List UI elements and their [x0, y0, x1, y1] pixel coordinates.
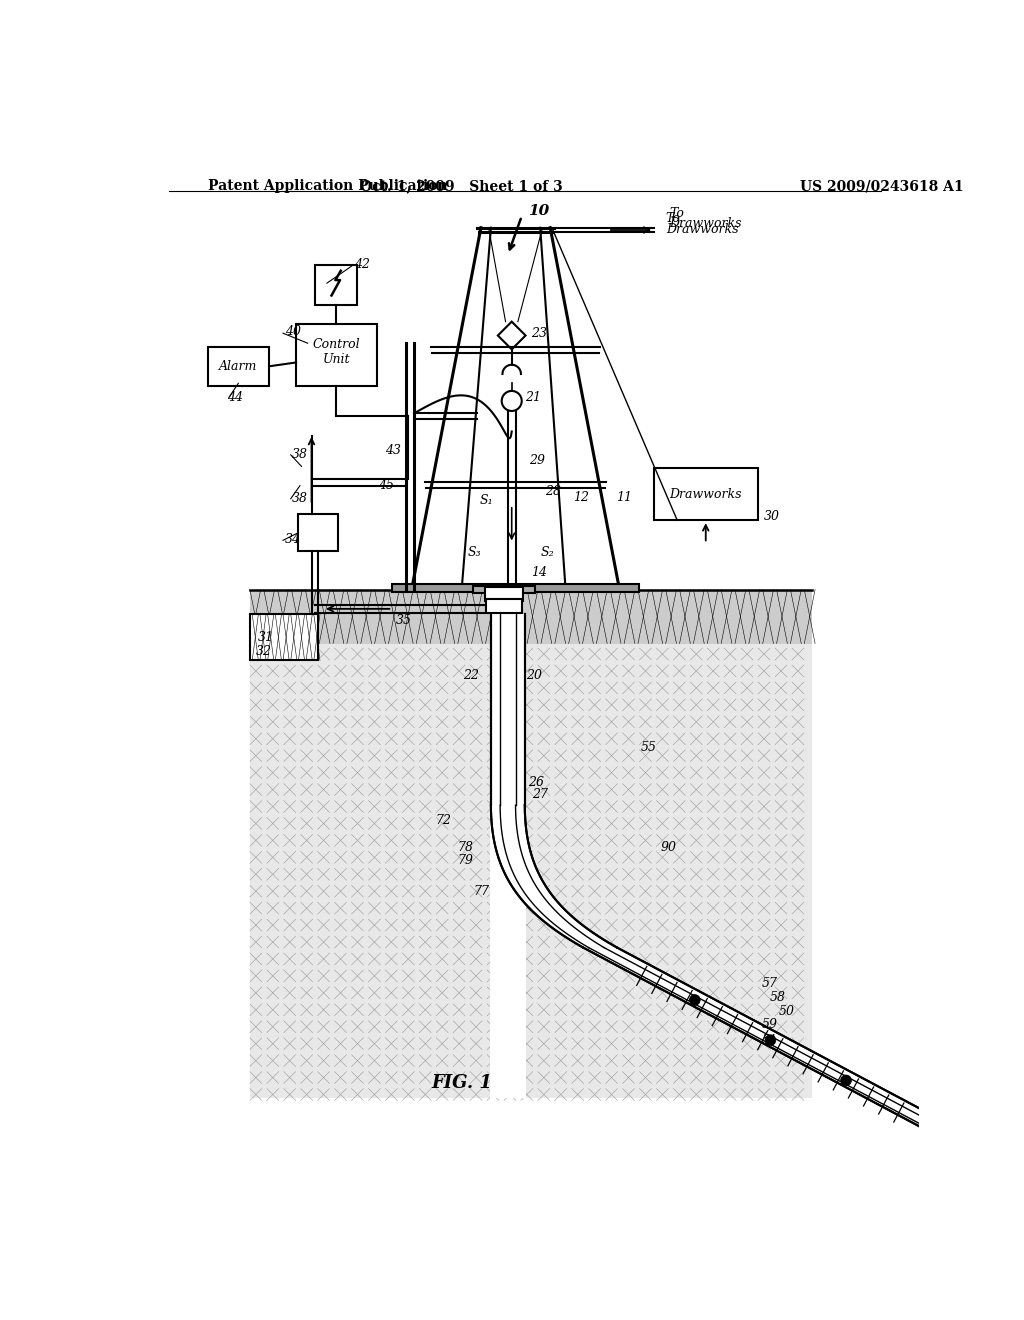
Circle shape [765, 1035, 776, 1045]
Text: Drawworks: Drawworks [666, 223, 738, 236]
Bar [315, 264, 357, 305]
Text: 12: 12 [573, 491, 589, 504]
Text: S₃: S₃ [468, 546, 481, 560]
Circle shape [502, 391, 521, 411]
Bar [296, 323, 377, 385]
Text: 38: 38 [292, 449, 308, 462]
Text: 72: 72 [435, 814, 452, 828]
Text: 23: 23 [531, 327, 547, 341]
Text: 51: 51 [762, 1034, 778, 1047]
Text: 27: 27 [532, 788, 549, 801]
Bar [208, 347, 269, 385]
Text: 21: 21 [524, 391, 541, 404]
Text: 50: 50 [779, 1005, 795, 1018]
Text: 22: 22 [463, 669, 479, 682]
Bar [484, 587, 523, 601]
Text: 59: 59 [762, 1018, 778, 1031]
Text: 31: 31 [258, 631, 273, 644]
Text: 40: 40 [285, 325, 301, 338]
Circle shape [841, 1074, 851, 1086]
Text: Control
Unit: Control Unit [312, 338, 360, 367]
Text: To: To [670, 207, 684, 220]
Text: Oct. 1, 2009   Sheet 1 of 3: Oct. 1, 2009 Sheet 1 of 3 [360, 180, 563, 193]
Text: 30: 30 [764, 510, 779, 523]
Bar [298, 515, 339, 552]
Bar [490, 614, 525, 1098]
Bar [250, 605, 812, 1098]
Text: 28: 28 [545, 484, 561, 498]
Text: 79: 79 [458, 854, 474, 867]
Text: 10: 10 [528, 203, 549, 218]
Text: 26: 26 [528, 776, 544, 788]
Text: Drawworks: Drawworks [670, 487, 742, 500]
Bar [250, 614, 317, 660]
Text: 57: 57 [762, 977, 778, 990]
Text: Alarm: Alarm [219, 360, 258, 372]
Bar [392, 585, 639, 591]
Text: 44: 44 [226, 391, 243, 404]
Text: 45: 45 [379, 479, 394, 492]
Text: 34: 34 [285, 533, 301, 546]
Bar [473, 586, 535, 594]
Text: 11: 11 [615, 491, 632, 504]
Text: S₁: S₁ [479, 494, 493, 507]
Polygon shape [937, 1135, 994, 1155]
Text: 14: 14 [531, 566, 547, 579]
Text: 77: 77 [473, 884, 489, 898]
Text: US 2009/0243618 A1: US 2009/0243618 A1 [801, 180, 964, 193]
Text: 78: 78 [458, 841, 474, 854]
Text: Drawworks: Drawworks [670, 218, 742, 231]
Bar [250, 590, 812, 644]
Polygon shape [584, 948, 974, 1138]
Bar [486, 599, 521, 612]
Text: 35: 35 [396, 614, 413, 627]
Text: 32: 32 [256, 644, 272, 657]
Text: To: To [666, 213, 681, 224]
Text: 42: 42 [354, 259, 370, 271]
Bar [654, 469, 758, 520]
Text: Patent Application Publication: Patent Application Publication [208, 180, 447, 193]
Text: 43: 43 [385, 445, 400, 458]
Text: 29: 29 [529, 454, 546, 467]
Text: 55: 55 [640, 741, 656, 754]
Text: FIG. 1: FIG. 1 [431, 1073, 493, 1092]
Text: S₂: S₂ [541, 546, 554, 560]
Polygon shape [490, 805, 617, 948]
Text: 90: 90 [660, 841, 676, 854]
Circle shape [689, 994, 700, 1006]
Text: 20: 20 [526, 669, 543, 682]
Text: 58: 58 [770, 991, 785, 1005]
Text: 38: 38 [292, 492, 308, 506]
